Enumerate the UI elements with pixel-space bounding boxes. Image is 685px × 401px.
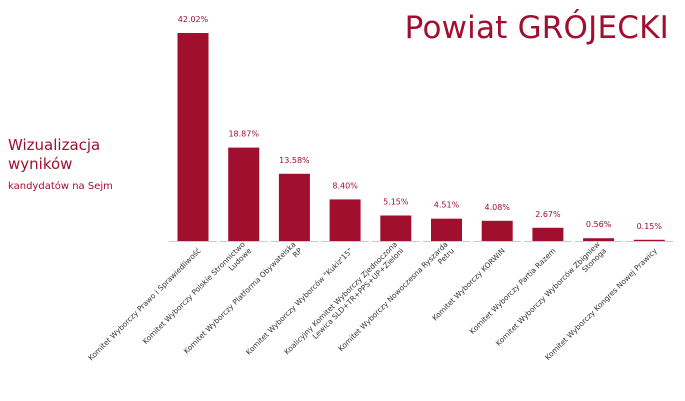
bar[interactable] (177, 33, 209, 241)
category-label: Komitet Wyborczy Kongres Nowej Prawicy (543, 246, 659, 362)
bar[interactable] (481, 220, 513, 241)
sidebar-title-line1: Wizualizacja (8, 136, 101, 154)
data-label: 13.58% (279, 156, 310, 165)
data-label: 4.08% (484, 203, 510, 212)
sidebar-title-line2: wyników (8, 155, 73, 173)
category-label-line: Komitet Wyborczy Kongres Nowej Prawicy (543, 246, 659, 362)
data-label: 2.67% (535, 210, 561, 219)
data-label: 8.40% (332, 181, 358, 190)
data-label: 4.51% (434, 201, 460, 210)
bar[interactable] (633, 239, 665, 241)
bar[interactable] (329, 199, 361, 241)
data-label: 18.87% (228, 130, 259, 139)
sidebar-subtitle: kandydatów na Sejm (8, 181, 113, 192)
page-title: Powiat GRÓJECKI (404, 10, 669, 46)
sidebar-title: Wizualizacja wyników (8, 136, 100, 174)
data-label: 0.15% (637, 222, 663, 231)
bar[interactable] (228, 147, 260, 241)
data-label: 0.56% (586, 220, 612, 229)
bar[interactable] (431, 218, 462, 241)
data-label: 42.02% (178, 15, 209, 24)
data-label: 5.15% (383, 198, 409, 207)
bar[interactable] (380, 215, 412, 241)
bar[interactable] (278, 173, 310, 241)
bar[interactable] (532, 227, 564, 241)
bar[interactable] (583, 238, 615, 241)
